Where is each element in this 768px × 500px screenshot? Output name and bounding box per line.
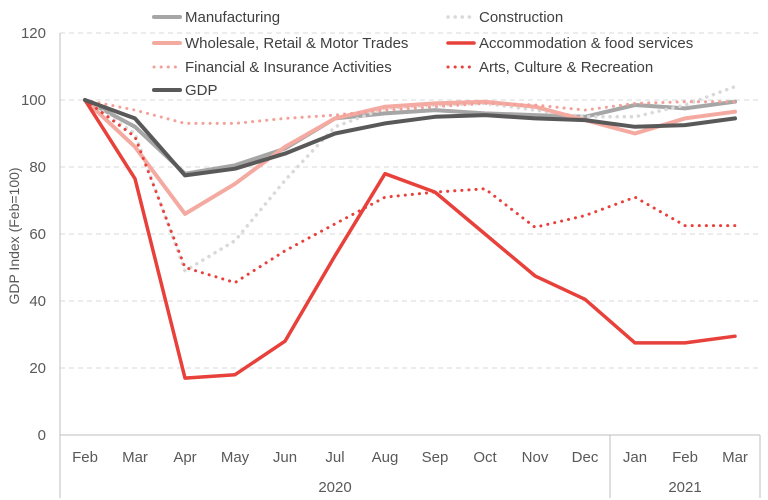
y-tick-label: 40 xyxy=(29,293,46,310)
year-labels: 2020 2021 xyxy=(318,479,701,496)
y-tick-label: 100 xyxy=(21,92,46,109)
axes xyxy=(59,33,761,498)
y-tick-label: 120 xyxy=(21,25,46,42)
series-line xyxy=(83,98,737,380)
x-tick-label: Dec xyxy=(572,449,599,466)
y-tick-label: 0 xyxy=(38,427,46,444)
y-tick-label: 60 xyxy=(29,226,46,243)
gridlines xyxy=(60,32,760,369)
x-tick-label: Jul xyxy=(325,449,344,466)
x-tick-label: Aug xyxy=(372,449,399,466)
series-line xyxy=(83,98,737,125)
legend-label: GDP xyxy=(185,82,218,99)
legend-label: Manufacturing xyxy=(185,9,280,26)
y-axis-title: GDP Index (Feb=100) xyxy=(6,167,22,304)
x-tick-label: Jan xyxy=(623,449,647,466)
x-tick-label: Sep xyxy=(422,449,449,466)
legend-label: Accommodation & food services xyxy=(479,35,693,52)
x-tick-label: Mar xyxy=(722,449,748,466)
x-tick-label: Mar xyxy=(122,449,148,466)
y-tick-labels: 0 20 40 60 80 100 120 xyxy=(21,25,46,444)
y-tick-label: 20 xyxy=(29,360,46,377)
x-tick-label: Feb xyxy=(72,449,98,466)
series-line xyxy=(83,98,737,216)
legend-label: Arts, Culture & Recreation xyxy=(479,59,653,76)
x-tick-label: Jun xyxy=(273,449,297,466)
y-tick-label: 80 xyxy=(29,159,46,176)
series-line xyxy=(83,98,737,178)
x-tick-label: May xyxy=(221,449,250,466)
x-tick-label: Apr xyxy=(173,449,196,466)
x-tick-labels: Feb Mar Apr May Jun Jul Aug Sep Oct Nov Dec Jan Feb M… xyxy=(72,449,748,466)
series-line xyxy=(83,84,737,273)
series-lines xyxy=(83,84,737,380)
x-tick-label: Oct xyxy=(473,449,497,466)
legend-label: Wholesale, Retail & Motor Trades xyxy=(185,35,408,52)
x-tick-label: Feb xyxy=(672,449,698,466)
legend-label: Financial & Insurance Activities xyxy=(185,59,392,76)
series-line xyxy=(83,98,737,176)
year-label: 2021 xyxy=(668,479,701,496)
legend-label: Construction xyxy=(479,9,563,26)
legend: Manufacturing Construction Wholesale, Reta… xyxy=(152,9,693,99)
x-tick-label: Nov xyxy=(522,449,549,466)
year-label: 2020 xyxy=(318,479,351,496)
